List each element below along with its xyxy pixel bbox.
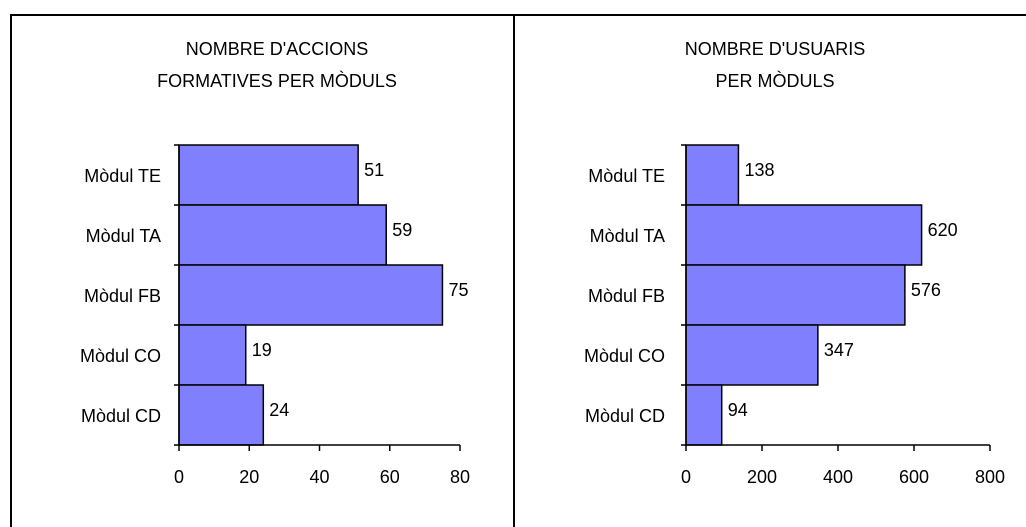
data-label: 576 (911, 280, 941, 300)
y-tick-label: Mòdul CO (80, 346, 161, 366)
x-tick-label: 400 (823, 467, 853, 487)
bar (685, 204, 923, 266)
y-tick-label: Mòdul FB (588, 286, 665, 306)
y-tick-label: Mòdul TE (588, 166, 665, 186)
bar (685, 264, 906, 326)
y-tick-label: Mòdul CD (585, 406, 665, 426)
y-tick-label: Mòdul CD (81, 406, 161, 426)
data-label: 138 (744, 160, 774, 180)
data-label: 24 (269, 400, 289, 420)
chart-title: FORMATIVES PER MÒDULS (157, 70, 397, 91)
x-tick-label: 60 (380, 467, 400, 487)
bar (178, 324, 247, 386)
x-tick-label: 0 (681, 467, 691, 487)
bar (178, 384, 265, 446)
data-label: 347 (824, 340, 854, 360)
bar (178, 144, 359, 206)
bar (685, 384, 723, 446)
x-tick-label: 20 (239, 467, 259, 487)
data-label: 620 (928, 220, 958, 240)
y-tick-label: Mòdul FB (84, 286, 161, 306)
bar (685, 144, 740, 206)
y-tick-label: Mòdul TE (84, 166, 161, 186)
panel-border (10, 14, 515, 527)
x-tick-label: 80 (450, 467, 470, 487)
bar (178, 264, 444, 326)
y-tick-label: Mòdul CO (584, 346, 665, 366)
bar (685, 324, 819, 386)
chart-title: NOMBRE D'ACCIONS (186, 39, 368, 59)
data-label: 19 (252, 340, 272, 360)
x-tick-label: 800 (975, 467, 1005, 487)
chart-title: PER MÒDULS (715, 70, 834, 91)
data-label: 51 (364, 160, 384, 180)
y-tick-label: Mòdul TA (86, 226, 161, 246)
x-tick-label: 200 (747, 467, 777, 487)
y-tick-label: Mòdul TA (590, 226, 665, 246)
chart-title: NOMBRE D'USUARIS (685, 39, 865, 59)
x-tick-label: 0 (174, 467, 184, 487)
x-tick-label: 40 (309, 467, 329, 487)
data-label: 75 (448, 280, 468, 300)
bar (178, 204, 387, 266)
x-tick-label: 600 (899, 467, 929, 487)
data-label: 94 (728, 400, 748, 420)
data-label: 59 (392, 220, 412, 240)
